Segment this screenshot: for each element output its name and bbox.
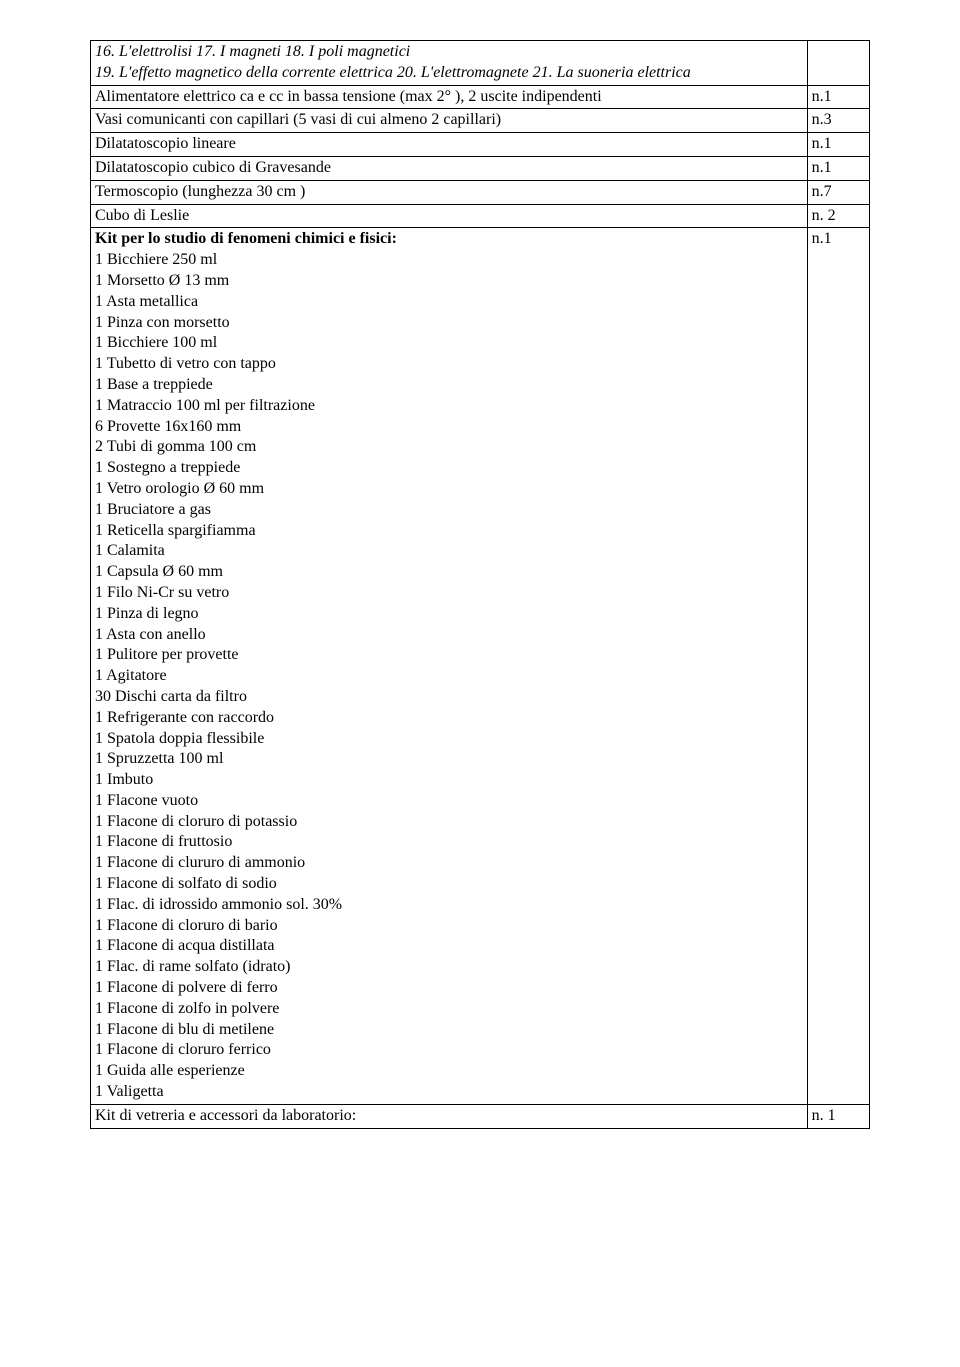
table-cell-desc: Cubo di Leslie — [91, 204, 808, 228]
kit-item: 1 Reticella spargifiamma — [95, 521, 803, 542]
kit-item: 1 Flacone di blu di metilene — [95, 1020, 803, 1041]
table-cell-qty: n. 2 — [807, 204, 869, 228]
kit-item: 1 Pinza di legno — [95, 604, 803, 625]
kit-item: 30 Dischi carta da filtro — [95, 687, 803, 708]
equipment-table: 16. L'elettrolisi 17. I magneti 18. I po… — [90, 40, 870, 1129]
table-cell-kit-desc: Kit per lo studio di fenomeni chimici e … — [91, 228, 808, 1104]
kit-item: 1 Pulitore per provette — [95, 645, 803, 666]
kit-item: 1 Flacone di clururo di ammonio — [95, 853, 803, 874]
kit-item: 1 Calamita — [95, 541, 803, 562]
kit-item: 1 Spatola doppia flessibile — [95, 729, 803, 750]
table-cell-kit-qty: n.1 — [807, 228, 869, 1104]
kit-item: 1 Imbuto — [95, 770, 803, 791]
kit-item: 1 Flacone di cloruro di potassio — [95, 812, 803, 833]
table-cell-desc: Dilatatoscopio cubico di Gravesande — [91, 156, 808, 180]
table-cell-qty: n.1 — [807, 133, 869, 157]
table-cell-qty: n. 1 — [807, 1104, 869, 1128]
kit-item: 1 Pinza con morsetto — [95, 313, 803, 334]
kit-item: 1 Asta metallica — [95, 292, 803, 313]
kit-item: 1 Flac. di idrossido ammonio sol. 30% — [95, 895, 803, 916]
kit-item: 1 Flacone di zolfo in polvere — [95, 999, 803, 1020]
header-line: 16. L'elettrolisi 17. I magneti 18. I po… — [95, 42, 803, 63]
kit-item: 1 Morsetto Ø 13 mm — [95, 271, 803, 292]
table-cell-desc: Dilatatoscopio lineare — [91, 133, 808, 157]
kit-item: 1 Valigetta — [95, 1082, 803, 1103]
kit-item: 1 Bicchiere 100 ml — [95, 333, 803, 354]
kit-item: 1 Filo Ni-Cr su vetro — [95, 583, 803, 604]
kit-item: 1 Bruciatore a gas — [95, 500, 803, 521]
table-cell-qty: n.7 — [807, 180, 869, 204]
table-cell-desc: Kit di vetreria e accessori da laborator… — [91, 1104, 808, 1128]
kit-item: 1 Flacone di fruttosio — [95, 832, 803, 853]
kit-item: 1 Vetro orologio Ø 60 mm — [95, 479, 803, 500]
kit-item: 1 Sostegno a treppiede — [95, 458, 803, 479]
kit-item: 1 Guida alle esperienze — [95, 1061, 803, 1082]
kit-item: 2 Tubi di gomma 100 cm — [95, 437, 803, 458]
table-cell-header-desc: 16. L'elettrolisi 17. I magneti 18. I po… — [91, 41, 808, 86]
kit-item: 1 Bicchiere 250 ml — [95, 250, 803, 271]
table-cell-desc: Termoscopio (lunghezza 30 cm ) — [91, 180, 808, 204]
kit-list: 1 Bicchiere 250 ml1 Morsetto Ø 13 mm1 As… — [95, 250, 803, 1103]
table-cell-qty: n.1 — [807, 156, 869, 180]
kit-item: 1 Flacone di polvere di ferro — [95, 978, 803, 999]
table-cell-desc: Vasi comunicanti con capillari (5 vasi d… — [91, 109, 808, 133]
kit-item: 1 Spruzzetta 100 ml — [95, 749, 803, 770]
kit-item: 1 Matraccio 100 ml per filtrazione — [95, 396, 803, 417]
kit-item: 1 Capsula Ø 60 mm — [95, 562, 803, 583]
kit-item: 6 Provette 16x160 mm — [95, 417, 803, 438]
kit-title: Kit per lo studio di fenomeni chimici e … — [95, 229, 803, 250]
kit-item: 1 Asta con anello — [95, 625, 803, 646]
kit-item: 1 Refrigerante con raccordo — [95, 708, 803, 729]
table-cell-desc: Alimentatore elettrico ca e cc in bassa … — [91, 85, 808, 109]
kit-item: 1 Flacone di cloruro ferrico — [95, 1040, 803, 1061]
table-cell-qty: n.3 — [807, 109, 869, 133]
kit-item: 1 Agitatore — [95, 666, 803, 687]
kit-item: 1 Flacone di acqua distillata — [95, 936, 803, 957]
kit-item: 1 Tubetto di vetro con tappo — [95, 354, 803, 375]
kit-item: 1 Flacone di solfato di sodio — [95, 874, 803, 895]
kit-item: 1 Base a treppiede — [95, 375, 803, 396]
header-line: 19. L'effetto magnetico della corrente e… — [95, 63, 803, 84]
table-cell-qty: n.1 — [807, 85, 869, 109]
kit-item: 1 Flacone vuoto — [95, 791, 803, 812]
kit-item: 1 Flacone di cloruro di bario — [95, 916, 803, 937]
kit-item: 1 Flac. di rame solfato (idrato) — [95, 957, 803, 978]
table-cell-header-qty — [807, 41, 869, 86]
